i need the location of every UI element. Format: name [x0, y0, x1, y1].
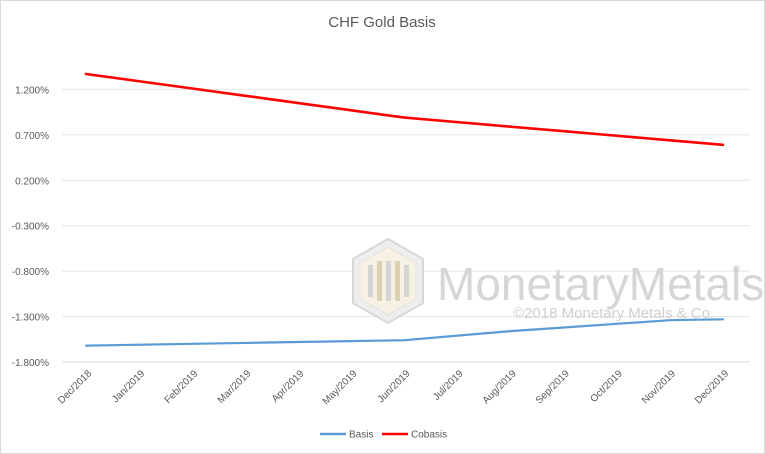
- x-tick-label: Oct/2019: [588, 368, 625, 405]
- legend-label-basis: Basis: [349, 430, 373, 441]
- y-tick-label: 1.200%: [15, 85, 49, 96]
- watermark-registered: ®: [733, 264, 741, 275]
- x-tick-label: May/2019: [321, 368, 360, 407]
- y-tick-label: -1.800%: [12, 358, 49, 369]
- y-tick-label: -1.300%: [12, 313, 49, 324]
- legend-label-cobasis: Cobasis: [411, 430, 447, 441]
- y-tick-label: -0.800%: [12, 267, 49, 278]
- x-tick-label: Dec/2019: [693, 368, 731, 406]
- y-tick-label: -0.300%: [12, 222, 49, 233]
- y-axis-ticks: 1.200% 0.700% 0.200% -0.300% -0.800% -1.300% -…: [12, 85, 49, 369]
- x-tick-label: Sep/2019: [534, 368, 572, 406]
- series-lines: [84, 72, 725, 347]
- x-tick-label: Dec/2018: [56, 368, 94, 406]
- series-line-basis: [84, 318, 725, 347]
- watermark-logo: [352, 237, 424, 325]
- x-tick-label: Mar/2019: [216, 368, 254, 406]
- x-axis-ticks: Dec/2018 Jan/2019 Feb/2019 Mar/2019 Apr/2019…: [56, 368, 731, 407]
- x-tick-label: Apr/2019: [270, 368, 307, 405]
- watermark-brand: MonetaryMetals: [437, 258, 764, 310]
- x-tick-label: Jul/2019: [431, 368, 466, 403]
- y-tick-label: 0.200%: [15, 176, 49, 187]
- legend: Basis Cobasis: [320, 430, 447, 441]
- series-line-cobasis: [84, 72, 725, 147]
- watermark-copyright: ©2018 Monetary Metals & Co.: [513, 305, 714, 322]
- x-tick-label: Jun/2019: [376, 368, 413, 405]
- y-tick-label: 0.700%: [15, 131, 49, 142]
- x-tick-label: Jan/2019: [110, 368, 147, 405]
- chart-title: CHF Gold Basis: [328, 14, 436, 31]
- x-tick-label: Nov/2019: [640, 368, 678, 406]
- x-tick-label: Feb/2019: [163, 368, 201, 406]
- x-tick-label: Aug/2019: [481, 368, 519, 406]
